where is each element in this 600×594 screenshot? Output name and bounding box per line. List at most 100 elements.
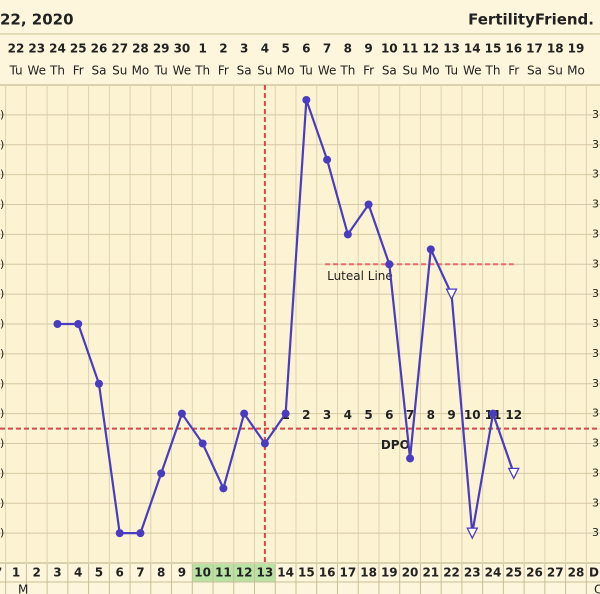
date-label: 29	[153, 42, 170, 56]
temp-point	[177, 409, 186, 418]
y-tick-label-left: )	[0, 377, 4, 390]
cycle-day: 25	[505, 566, 522, 580]
cycle-day: 18	[360, 566, 377, 580]
date-label: 18	[547, 42, 564, 56]
date-label: 17	[526, 42, 543, 56]
date-label: 12	[422, 42, 439, 56]
temp-point	[115, 529, 124, 538]
weekday-label: Mo	[132, 64, 150, 78]
cycle-day: 5	[95, 566, 103, 580]
cycle-day: 28	[568, 566, 585, 580]
y-tick-label-left: )	[0, 526, 4, 539]
date-label: 13	[443, 42, 460, 56]
cycle-day: 20	[402, 566, 419, 580]
y-tick-label-left: )	[0, 257, 4, 270]
luteal-label: Luteal Line	[327, 269, 393, 283]
date-label: 24	[49, 42, 66, 56]
cycle-day: 3	[53, 566, 61, 580]
weekday-label: Th	[485, 64, 501, 78]
date-label: 10	[381, 42, 398, 56]
cycle-day: 21	[422, 566, 439, 580]
y-tick-label: 3	[592, 466, 599, 479]
date-label: 14	[464, 42, 481, 56]
temp-point	[94, 379, 103, 388]
weekday-label: Sa	[382, 64, 397, 78]
date-label: 26	[91, 42, 108, 56]
fertile-cell	[192, 564, 214, 582]
cycle-day: 11	[215, 566, 232, 580]
cycle-day: 7	[136, 566, 144, 580]
weekday-label: Th	[194, 64, 210, 78]
temp-point	[343, 230, 352, 239]
date-label: 8	[344, 42, 352, 56]
dpo-label: 9	[447, 408, 455, 422]
temp-point	[219, 484, 228, 493]
y-tick-label: 3	[592, 526, 599, 539]
y-tick-label: 3	[592, 198, 599, 211]
cycle-day: 2	[33, 566, 41, 580]
temp-point	[323, 155, 332, 164]
weekday-label: Th	[339, 64, 355, 78]
temp-point	[240, 409, 249, 418]
date-label: 30	[174, 42, 191, 56]
date-label: 15	[485, 42, 502, 56]
cycle-suffix: D	[589, 566, 599, 580]
y-tick-label: 3	[592, 138, 599, 151]
cycle-day: 19	[381, 566, 398, 580]
y-tick-label-left: )	[0, 437, 4, 450]
temp-point	[406, 454, 415, 463]
dpo-label: 2	[302, 408, 310, 422]
cycle-day: 24	[485, 566, 502, 580]
date-label: 5	[281, 42, 289, 56]
cycle-day: 15	[298, 566, 315, 580]
weekday-label: We	[173, 64, 192, 78]
y-tick-label-left: )	[0, 466, 4, 479]
y-tick-label-left: )	[0, 108, 4, 121]
weekday-label: Tu	[154, 64, 168, 78]
y-tick-label: 3	[592, 317, 599, 330]
cycle-day: 6	[116, 566, 124, 580]
bottom-partial: M	[18, 583, 28, 594]
y-tick-label-left: )	[0, 317, 4, 330]
weekday-label: Su	[402, 64, 417, 78]
temp-point	[157, 469, 166, 478]
cycle-day: 9	[178, 566, 186, 580]
temp-point	[74, 320, 83, 328]
cycle-day: 23	[464, 566, 481, 580]
weekday-label: Tu	[444, 64, 458, 78]
temp-point	[198, 439, 207, 448]
y-tick-label: 3	[592, 168, 599, 181]
dpo-label: 6	[385, 408, 393, 422]
weekday-label: Sa	[527, 64, 542, 78]
date-label: 23	[28, 42, 45, 56]
cycle-day: 16	[319, 566, 336, 580]
fertile-cell	[233, 564, 255, 582]
weekday-label: Mo	[422, 64, 440, 78]
weekday-label: Su	[257, 64, 272, 78]
cycle-day: 17	[339, 566, 356, 580]
weekday-label: Fr	[73, 64, 84, 78]
temp-point	[466, 527, 479, 540]
cycle-day: 13	[257, 566, 274, 580]
weekday-label: Fr	[508, 64, 519, 78]
weekday-label: Su	[112, 64, 127, 78]
dpo-label: 8	[427, 408, 435, 422]
dpo-title: DPO	[381, 438, 410, 452]
dpo-label: 5	[364, 408, 372, 422]
temp-point	[281, 409, 290, 418]
y-tick-label: 3	[592, 227, 599, 240]
date-label: 11	[402, 42, 419, 56]
temp-point	[364, 200, 373, 209]
weekday-label: Fr	[363, 64, 374, 78]
weekday-label: Tu	[8, 64, 22, 78]
cycle-day: 22	[443, 566, 460, 580]
fertile-cell	[213, 564, 234, 582]
cycle-day: 4	[74, 566, 82, 580]
y-tick-label-left: )	[0, 227, 4, 240]
weekday-label: Mo	[567, 64, 585, 78]
date-label: 16	[505, 42, 522, 56]
y-tick-label-left: )	[0, 138, 4, 151]
date-label: 28	[132, 42, 149, 56]
header-title: 22, 2020	[0, 11, 74, 29]
y-tick-label: 3	[592, 287, 599, 300]
